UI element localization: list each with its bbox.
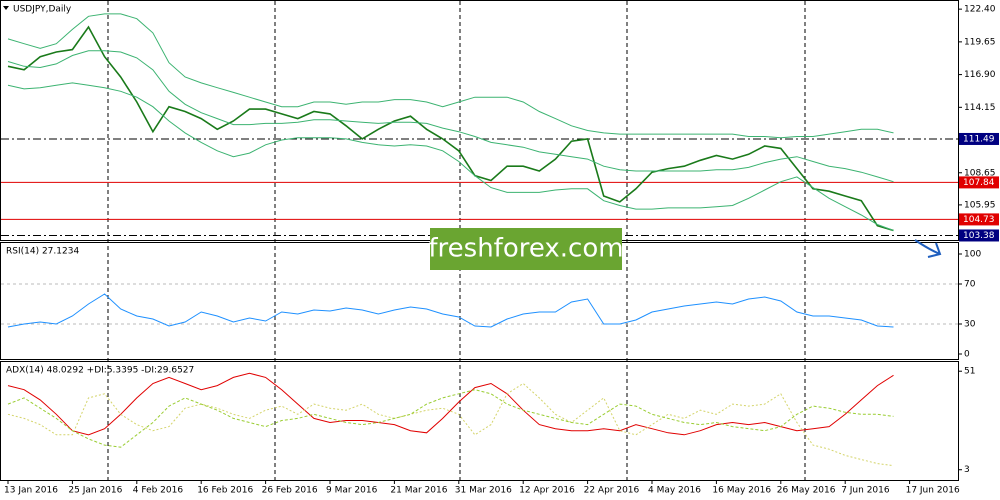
adx-panel xyxy=(0,361,959,481)
x-tick-label: 4 Feb 2016 xyxy=(133,486,184,496)
price-tag xyxy=(959,176,999,189)
x-tick-label: 31 Mar 2016 xyxy=(455,486,512,496)
y-tick-label: 0 xyxy=(964,350,970,360)
series-line xyxy=(7,13,894,139)
x-tick-label: 25 Jan 2016 xyxy=(68,486,122,496)
x-tick-label: 26 Feb 2016 xyxy=(262,486,318,496)
price-tag-label: 111.49 xyxy=(963,134,995,144)
watermark-box xyxy=(430,228,622,270)
price-tag xyxy=(959,213,999,226)
x-tick-label: 16 May 2016 xyxy=(712,486,771,496)
x-tick-label: 4 May 2016 xyxy=(648,486,701,496)
x-tick-label: 7 Jun 2016 xyxy=(841,486,890,496)
y-tick-label: 114.15 xyxy=(964,103,996,113)
x-tick-label: 22 Apr 2016 xyxy=(584,486,640,496)
period-separators xyxy=(107,1,806,480)
watermark: freshforex.com xyxy=(428,228,624,270)
y-tick-label: 70 xyxy=(964,280,976,290)
series-line xyxy=(7,372,894,436)
x-tick-label: 21 Mar 2016 xyxy=(390,486,447,496)
price-panel xyxy=(0,0,959,241)
y-tick-label: 30 xyxy=(964,320,976,330)
x-tick-label: 26 May 2016 xyxy=(777,486,836,496)
adx-title: ADX(14) 48.0292 +DI:5.3395 -DI:29.6527 xyxy=(6,366,194,376)
price-tag-label: 104.73 xyxy=(963,215,995,225)
watermark-text: freshforex.com xyxy=(428,234,623,264)
series-line xyxy=(7,25,894,232)
rsi-title: RSI(14) 27.1234 xyxy=(6,247,79,257)
series-line xyxy=(7,50,894,183)
panel-icon xyxy=(3,6,9,10)
price-tag xyxy=(959,132,999,145)
y-tick-label: 51 xyxy=(964,367,975,377)
y-tick-label: 100 xyxy=(964,250,981,260)
x-tick-label: 17 Jun 2016 xyxy=(906,486,960,496)
x-tick-label: 13 Jan 2016 xyxy=(4,486,58,496)
y-tick-label: 105.95 xyxy=(964,200,996,210)
series-line xyxy=(7,389,894,448)
trend-arrow xyxy=(914,239,942,258)
y-tick-label: 116.90 xyxy=(964,70,996,80)
y-tick-label: 3 xyxy=(964,465,970,475)
y-tick-label: 122.40 xyxy=(964,5,996,15)
y-tick-label: 108.65 xyxy=(964,168,996,178)
series-line xyxy=(7,82,894,231)
chart-title: USDJPY,Daily xyxy=(13,5,72,15)
y-tick-label: 119.65 xyxy=(964,37,996,47)
series-line xyxy=(7,293,894,328)
x-tick-label: 12 Apr 2016 xyxy=(519,486,575,496)
x-tick-label: 16 Feb 2016 xyxy=(197,486,253,496)
price-tag xyxy=(959,229,999,242)
price-tag-label: 103.38 xyxy=(963,231,995,241)
x-tick-label: 9 Mar 2016 xyxy=(326,486,378,496)
price-tag-label: 107.84 xyxy=(963,178,995,188)
series-line xyxy=(7,382,894,467)
